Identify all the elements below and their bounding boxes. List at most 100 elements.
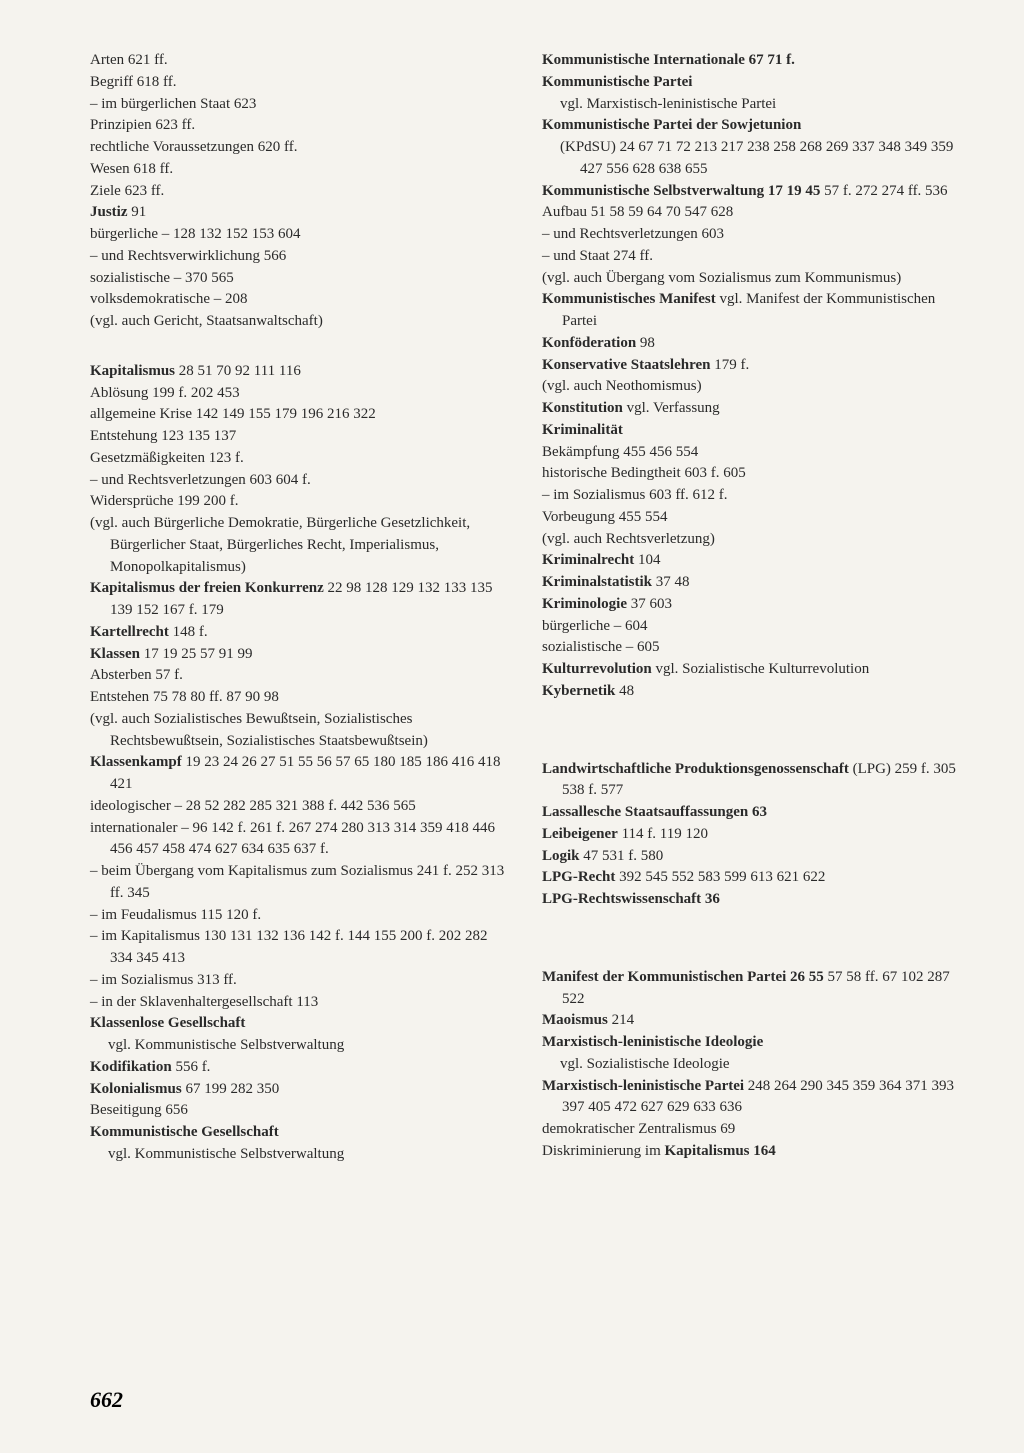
index-refs: Entstehen 75 78 80 ff. 87 90 98	[90, 689, 279, 705]
index-entry: Arten 621 ff.	[90, 50, 512, 72]
index-entry: Widersprüche 199 200 f.	[90, 491, 512, 513]
index-refs: Ziele 623 ff.	[90, 183, 164, 199]
index-entry: – in der Sklavenhaltergesellschaft 113	[90, 992, 512, 1014]
index-entry: Kommunistische Internationale 67 71 f.	[542, 50, 964, 72]
index-entry: Begriff 618 ff.	[90, 72, 512, 94]
index-entry: – im Sozialismus 313 ff.	[90, 970, 512, 992]
index-refs: – in der Sklavenhaltergesellschaft 113	[90, 994, 318, 1010]
index-entry: bürgerliche – 604	[542, 616, 964, 638]
index-entry: Absterben 57 f.	[90, 665, 512, 687]
index-refs: vgl. Verfassung	[623, 400, 720, 416]
index-entry: Kapitalismus der freien Konkurrenz 22 98…	[90, 578, 512, 622]
index-entry: – im Feudalismus 115 120 f.	[90, 905, 512, 927]
index-term: Logik	[542, 848, 580, 864]
index-term: Kybernetik	[542, 683, 615, 699]
index-refs: demokratischer Zentralismus 69	[542, 1121, 735, 1137]
index-entry: Konstitution vgl. Verfassung	[542, 398, 964, 420]
index-entry: bürgerliche – 128 132 152 153 604	[90, 224, 512, 246]
index-entry: Prinzipien 623 ff.	[90, 115, 512, 137]
index-entry: LPG-Recht 392 545 552 583 599 613 621 62…	[542, 867, 964, 889]
section-gap	[542, 939, 964, 967]
index-entry: volksdemokratische – 208	[90, 289, 512, 311]
index-refs: Arten 621 ff.	[90, 52, 168, 68]
index-refs: 28 51 70 92 111 116	[175, 363, 301, 379]
index-entry: – und Rechtsverletzungen 603 604 f.	[90, 470, 512, 492]
index-refs: ideologischer – 28 52 282 285 321 388 f.…	[90, 798, 416, 814]
index-term: Kolonialismus	[90, 1081, 182, 1097]
section-gap	[90, 333, 512, 361]
index-refs: 37 48	[652, 574, 690, 590]
index-refs: (vgl. auch Übergang vom Sozialismus zum …	[542, 270, 901, 286]
index-term: Marxistisch-leninistische Partei	[542, 1078, 744, 1094]
index-refs: Widersprüche 199 200 f.	[90, 493, 239, 509]
index-term: Kulturrevolution	[542, 661, 652, 677]
index-refs: Diskriminierung im	[542, 1143, 665, 1159]
index-refs: Ablösung 199 f. 202 453	[90, 385, 240, 401]
index-entry: Kolonialismus 67 199 282 350	[90, 1079, 512, 1101]
index-entry: rechtliche Voraussetzungen 620 ff.	[90, 137, 512, 159]
index-entry: Klassen 17 19 25 57 91 99	[90, 644, 512, 666]
index-term: Kriminologie	[542, 596, 627, 612]
index-refs: 214	[608, 1012, 634, 1028]
two-column-layout: Arten 621 ff. Begriff 618 ff. – im bürgerl…	[90, 50, 964, 1166]
index-refs: 98	[636, 335, 655, 351]
index-term: Kriminalität	[542, 422, 623, 438]
index-entry: Diskriminierung im Kapitalismus 164	[542, 1141, 964, 1163]
index-entry: Logik 47 531 f. 580	[542, 846, 964, 868]
index-refs: Aufbau 51 58 59 64 70 547 628	[542, 204, 733, 220]
index-refs: (vgl. auch Rechtsverletzung)	[542, 531, 715, 547]
index-entry: vgl. Sozialistische Ideologie	[542, 1054, 964, 1076]
index-entry: (vgl. auch Bürgerliche Demokratie, Bürge…	[90, 513, 512, 578]
index-refs: – im bürgerlichen Staat 623	[90, 96, 256, 112]
index-entry: internationaler – 96 142 f. 261 f. 267 2…	[90, 818, 512, 862]
index-entry: Konservative Staatslehren 179 f.	[542, 355, 964, 377]
index-entry: Klassenlose Gesellschaft	[90, 1013, 512, 1035]
index-entry: Klassenkampf 19 23 24 26 27 51 55 56 57 …	[90, 752, 512, 796]
index-refs: 37 603	[627, 596, 672, 612]
index-entry: Entstehen 75 78 80 ff. 87 90 98	[90, 687, 512, 709]
index-term: Klassenkampf	[90, 754, 182, 770]
index-refs: sozialistische – 370 565	[90, 270, 234, 286]
index-entry: – beim Übergang vom Kapitalismus zum Soz…	[90, 861, 512, 905]
index-entry: LPG-Rechtswissenschaft 36	[542, 889, 964, 911]
index-entry: Kodifikation 556 f.	[90, 1057, 512, 1079]
index-entry: Aufbau 51 58 59 64 70 547 628	[542, 202, 964, 224]
index-term: Kommunistische Partei der Sowjetunion	[542, 117, 801, 133]
index-entry: vgl. Kommunistische Selbstverwaltung	[90, 1144, 512, 1166]
index-refs: – beim Übergang vom Kapitalismus zum Soz…	[90, 863, 504, 901]
index-entry: vgl. Kommunistische Selbstverwaltung	[90, 1035, 512, 1057]
index-page: Arten 621 ff. Begriff 618 ff. – im bürgerl…	[0, 0, 1024, 1453]
index-entry: – im bürgerlichen Staat 623	[90, 94, 512, 116]
index-refs: – im Kapitalismus 130 131 132 136 142 f.…	[90, 928, 488, 966]
index-entry: Maoismus 214	[542, 1010, 964, 1032]
index-entry: vgl. Marxistisch-leninistische Partei	[542, 94, 964, 116]
left-column: Arten 621 ff. Begriff 618 ff. – im bürgerl…	[90, 50, 512, 1166]
index-refs: vgl. Kommunistische Selbstverwaltung	[108, 1146, 344, 1162]
index-refs: 392 545 552 583 599 613 621 622	[615, 869, 825, 885]
index-term: Klassen	[90, 646, 140, 662]
index-entry: Manifest der Kommunistischen Partei 26 5…	[542, 967, 964, 1011]
index-refs: (vgl. auch Sozialistisches Bewußtsein, S…	[90, 711, 428, 749]
index-entry: – und Rechtsverletzungen 603	[542, 224, 964, 246]
index-refs: 114 f. 119 120	[618, 826, 708, 842]
index-term: Kapitalismus	[90, 363, 175, 379]
index-refs: Vorbeugung 455 554	[542, 509, 668, 525]
index-entry: – im Kapitalismus 130 131 132 136 142 f.…	[90, 926, 512, 970]
index-entry: Kommunistische Partei	[542, 72, 964, 94]
index-refs: vgl. Sozialistische Ideologie	[560, 1056, 730, 1072]
index-refs: 91	[128, 204, 147, 220]
index-refs: Begriff 618 ff.	[90, 74, 177, 90]
index-refs: volksdemokratische – 208	[90, 291, 247, 307]
index-term: Kommunistische Internationale 67 71 f.	[542, 52, 795, 68]
index-entry: demokratischer Zentralismus 69	[542, 1119, 964, 1141]
index-entry: Vorbeugung 455 554	[542, 507, 964, 529]
index-refs: bürgerliche – 128 132 152 153 604	[90, 226, 301, 242]
index-refs: (vgl. auch Neothomismus)	[542, 378, 702, 394]
index-entry: Kriminologie 37 603	[542, 594, 964, 616]
index-term: Kapitalismus 164	[665, 1143, 776, 1159]
section-gap	[542, 731, 964, 759]
section-gap	[542, 911, 964, 939]
index-term: Manifest der Kommunistischen Partei 26 5…	[542, 969, 824, 985]
index-term: Kriminalstatistik	[542, 574, 652, 590]
index-refs: rechtliche Voraussetzungen 620 ff.	[90, 139, 297, 155]
